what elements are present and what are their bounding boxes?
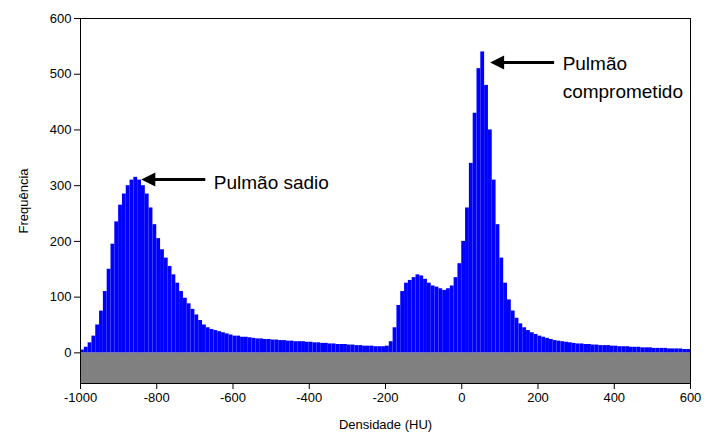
svg-text:-600: -600: [220, 390, 246, 405]
svg-text:0: 0: [64, 345, 71, 360]
svg-text:400: 400: [50, 122, 72, 137]
svg-text:0: 0: [458, 390, 465, 405]
svg-text:100: 100: [50, 289, 72, 304]
svg-text:-400: -400: [296, 390, 322, 405]
svg-text:400: 400: [603, 390, 625, 405]
svg-text:300: 300: [50, 178, 72, 193]
svg-text:Densidade (HU): Densidade (HU): [339, 417, 432, 432]
svg-text:200: 200: [50, 234, 72, 249]
svg-text:Pulmão sadio: Pulmão sadio: [214, 172, 329, 193]
svg-text:-1000: -1000: [64, 390, 97, 405]
svg-text:600: 600: [680, 390, 702, 405]
svg-text:-800: -800: [144, 390, 170, 405]
svg-text:-200: -200: [372, 390, 398, 405]
svg-text:500: 500: [50, 66, 72, 81]
svg-text:200: 200: [527, 390, 549, 405]
svg-text:Frequência: Frequência: [16, 168, 31, 234]
svg-text:600: 600: [50, 11, 72, 26]
svg-text:Pulmãocomprometido: Pulmãocomprometido: [563, 53, 683, 102]
